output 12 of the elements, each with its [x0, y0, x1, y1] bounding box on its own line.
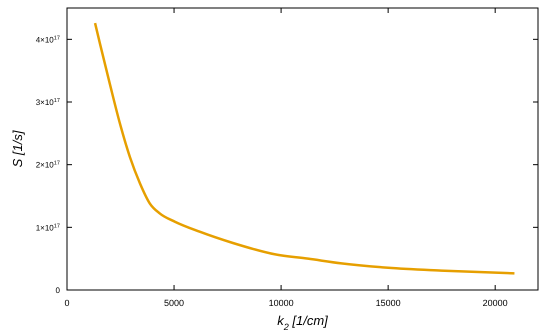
y-tick-label: 3×10$^{17}$ [36, 98, 60, 107]
y-tick-label: 1×10$^{17}$ [36, 223, 60, 232]
y-axis-title: S [1/s] [10, 130, 25, 168]
x-tick-label: 10000 [268, 298, 294, 308]
y-tick-label: 2×10$^{17}$ [36, 160, 60, 170]
x-axis-title: k$_{2}$ [1/cm] [277, 313, 328, 332]
x-tick-label: 0 [64, 298, 70, 308]
y-tick-label: 4×10$^{17}$ [36, 35, 60, 44]
x-tick-label: 20000 [482, 298, 508, 308]
x-tick-label: 5000 [164, 298, 184, 308]
x-tick-label: 15000 [376, 298, 401, 308]
y-tick-label: 0 [56, 286, 61, 295]
